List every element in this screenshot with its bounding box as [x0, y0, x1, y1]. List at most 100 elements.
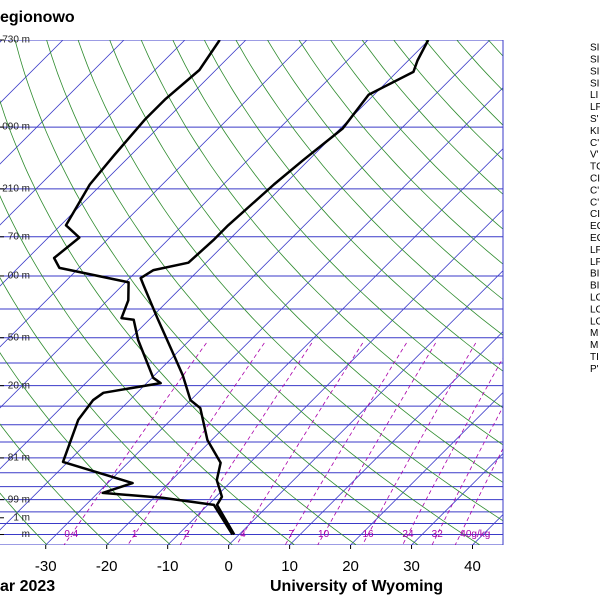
- dry-adiabat: [0, 195, 295, 545]
- isotherm: [0, 40, 247, 287]
- y-tick-label: 20 m: [8, 380, 30, 391]
- index-label: SI: [590, 78, 599, 89]
- index-label: CI: [590, 209, 600, 220]
- mixing-ratio-label: 7: [288, 529, 294, 540]
- x-tick-label: 0: [224, 558, 232, 575]
- dry-adiabat: [488, 40, 503, 57]
- mixing-ratio-label: 1: [132, 529, 138, 540]
- y-tick-label: 81 m: [8, 453, 30, 464]
- x-tick-label: 10: [281, 558, 298, 575]
- isotherm: [0, 40, 125, 165]
- isotherm: [472, 513, 503, 545]
- dry-adiabat: [298, 40, 503, 265]
- index-label: TC: [590, 162, 600, 173]
- index-label: V': [590, 150, 599, 161]
- dry-adiabat: [267, 40, 503, 300]
- isotherm: [0, 40, 491, 531]
- y-tick-label: 730 m: [2, 35, 30, 46]
- index-label: LI: [590, 90, 598, 101]
- profile-line: [52, 40, 234, 536]
- chart-title: egionowo: [0, 9, 75, 26]
- mixing-ratio-line: [284, 342, 407, 545]
- mixing-ratio-label: 10: [318, 529, 330, 540]
- dry-adiabat: [361, 40, 503, 195]
- y-tick-label: 99 m: [8, 494, 30, 505]
- index-label: LC: [590, 293, 600, 304]
- profile-line: [139, 40, 430, 536]
- isotherm: [0, 40, 3, 43]
- x-tick-label: -10: [157, 558, 179, 575]
- dry-adiabat: [0, 100, 357, 545]
- dry-adiabat: [140, 40, 503, 446]
- dry-adiabat: [0, 423, 110, 545]
- mixing-ratio-line: [179, 342, 313, 545]
- y-tick-label: 70 m: [8, 231, 30, 242]
- mixing-ratio-line: [317, 342, 436, 545]
- mixing-ratio-label: 40g/kg: [460, 529, 490, 540]
- mixing-ratio-line: [63, 342, 207, 545]
- index-label: EC: [590, 233, 600, 244]
- index-label: LC: [590, 316, 600, 327]
- isotherm: [350, 392, 503, 545]
- y-tick-label: m: [22, 529, 30, 540]
- mixing-ratio-label: 0.4: [64, 529, 78, 540]
- y-tick-label: 090 m: [2, 122, 30, 133]
- isotherm: [167, 209, 503, 545]
- index-label: BI: [590, 269, 599, 280]
- y-tick-label: 50 m: [8, 332, 30, 343]
- dry-adiabat: [14, 40, 419, 545]
- plot-area: [0, 40, 503, 545]
- mixing-ratio-label: 16: [362, 529, 374, 540]
- mixing-ratio-label: 2: [184, 529, 190, 540]
- mixing-ratio-line: [402, 357, 503, 545]
- isotherm: [411, 452, 503, 545]
- mixing-ratio-label: 4: [240, 529, 246, 540]
- x-tick-label: -20: [96, 558, 118, 575]
- index-label: LC: [590, 304, 600, 315]
- index-label: C': [590, 138, 599, 149]
- x-tick-label: -30: [35, 558, 57, 575]
- dry-adiabat: [0, 277, 233, 545]
- index-label: P': [590, 364, 599, 375]
- index-label: M: [590, 328, 598, 339]
- isotherm: [45, 87, 503, 545]
- dry-adiabat: [330, 40, 503, 230]
- index-label: EC: [590, 221, 600, 232]
- x-tick-label: 20: [342, 558, 359, 575]
- dry-adiabat: [0, 352, 171, 545]
- mixing-ratio-label: 24: [402, 529, 414, 540]
- dry-adiabat: [203, 40, 503, 372]
- index-label: LF: [590, 245, 600, 256]
- dry-adiabat: [109, 40, 503, 483]
- index-label: BI: [590, 281, 599, 292]
- dry-adiabat: [235, 40, 503, 336]
- index-label: C': [590, 197, 599, 208]
- mixing-ratio-line: [431, 406, 503, 545]
- isotherm: [289, 331, 503, 545]
- index-label: TI: [590, 352, 599, 363]
- isotherm: [0, 40, 186, 226]
- index-label: C': [590, 185, 599, 196]
- dry-adiabat: [77, 40, 503, 522]
- y-tick-label: 00 m: [8, 271, 30, 282]
- x-tick-label: 40: [464, 558, 481, 575]
- dry-adiabat: [456, 40, 503, 92]
- index-label: CI: [590, 174, 600, 185]
- dry-adiabat: [393, 40, 503, 161]
- dry-adiabat: [46, 40, 481, 545]
- index-label: SI: [590, 66, 599, 77]
- index-label: LF: [590, 102, 600, 113]
- isotherm: [0, 40, 369, 409]
- isotherm: [228, 270, 503, 545]
- index-label: SI: [590, 55, 599, 66]
- index-label: KI: [590, 126, 599, 137]
- mixing-ratio-line: [236, 342, 364, 545]
- mixing-ratio-line: [127, 342, 265, 545]
- isotherm: [106, 148, 503, 545]
- date-label: ar 2023: [0, 578, 55, 595]
- index-label: LF: [590, 257, 600, 268]
- mixing-ratio-line: [454, 447, 503, 545]
- dry-adiabat: [172, 40, 503, 409]
